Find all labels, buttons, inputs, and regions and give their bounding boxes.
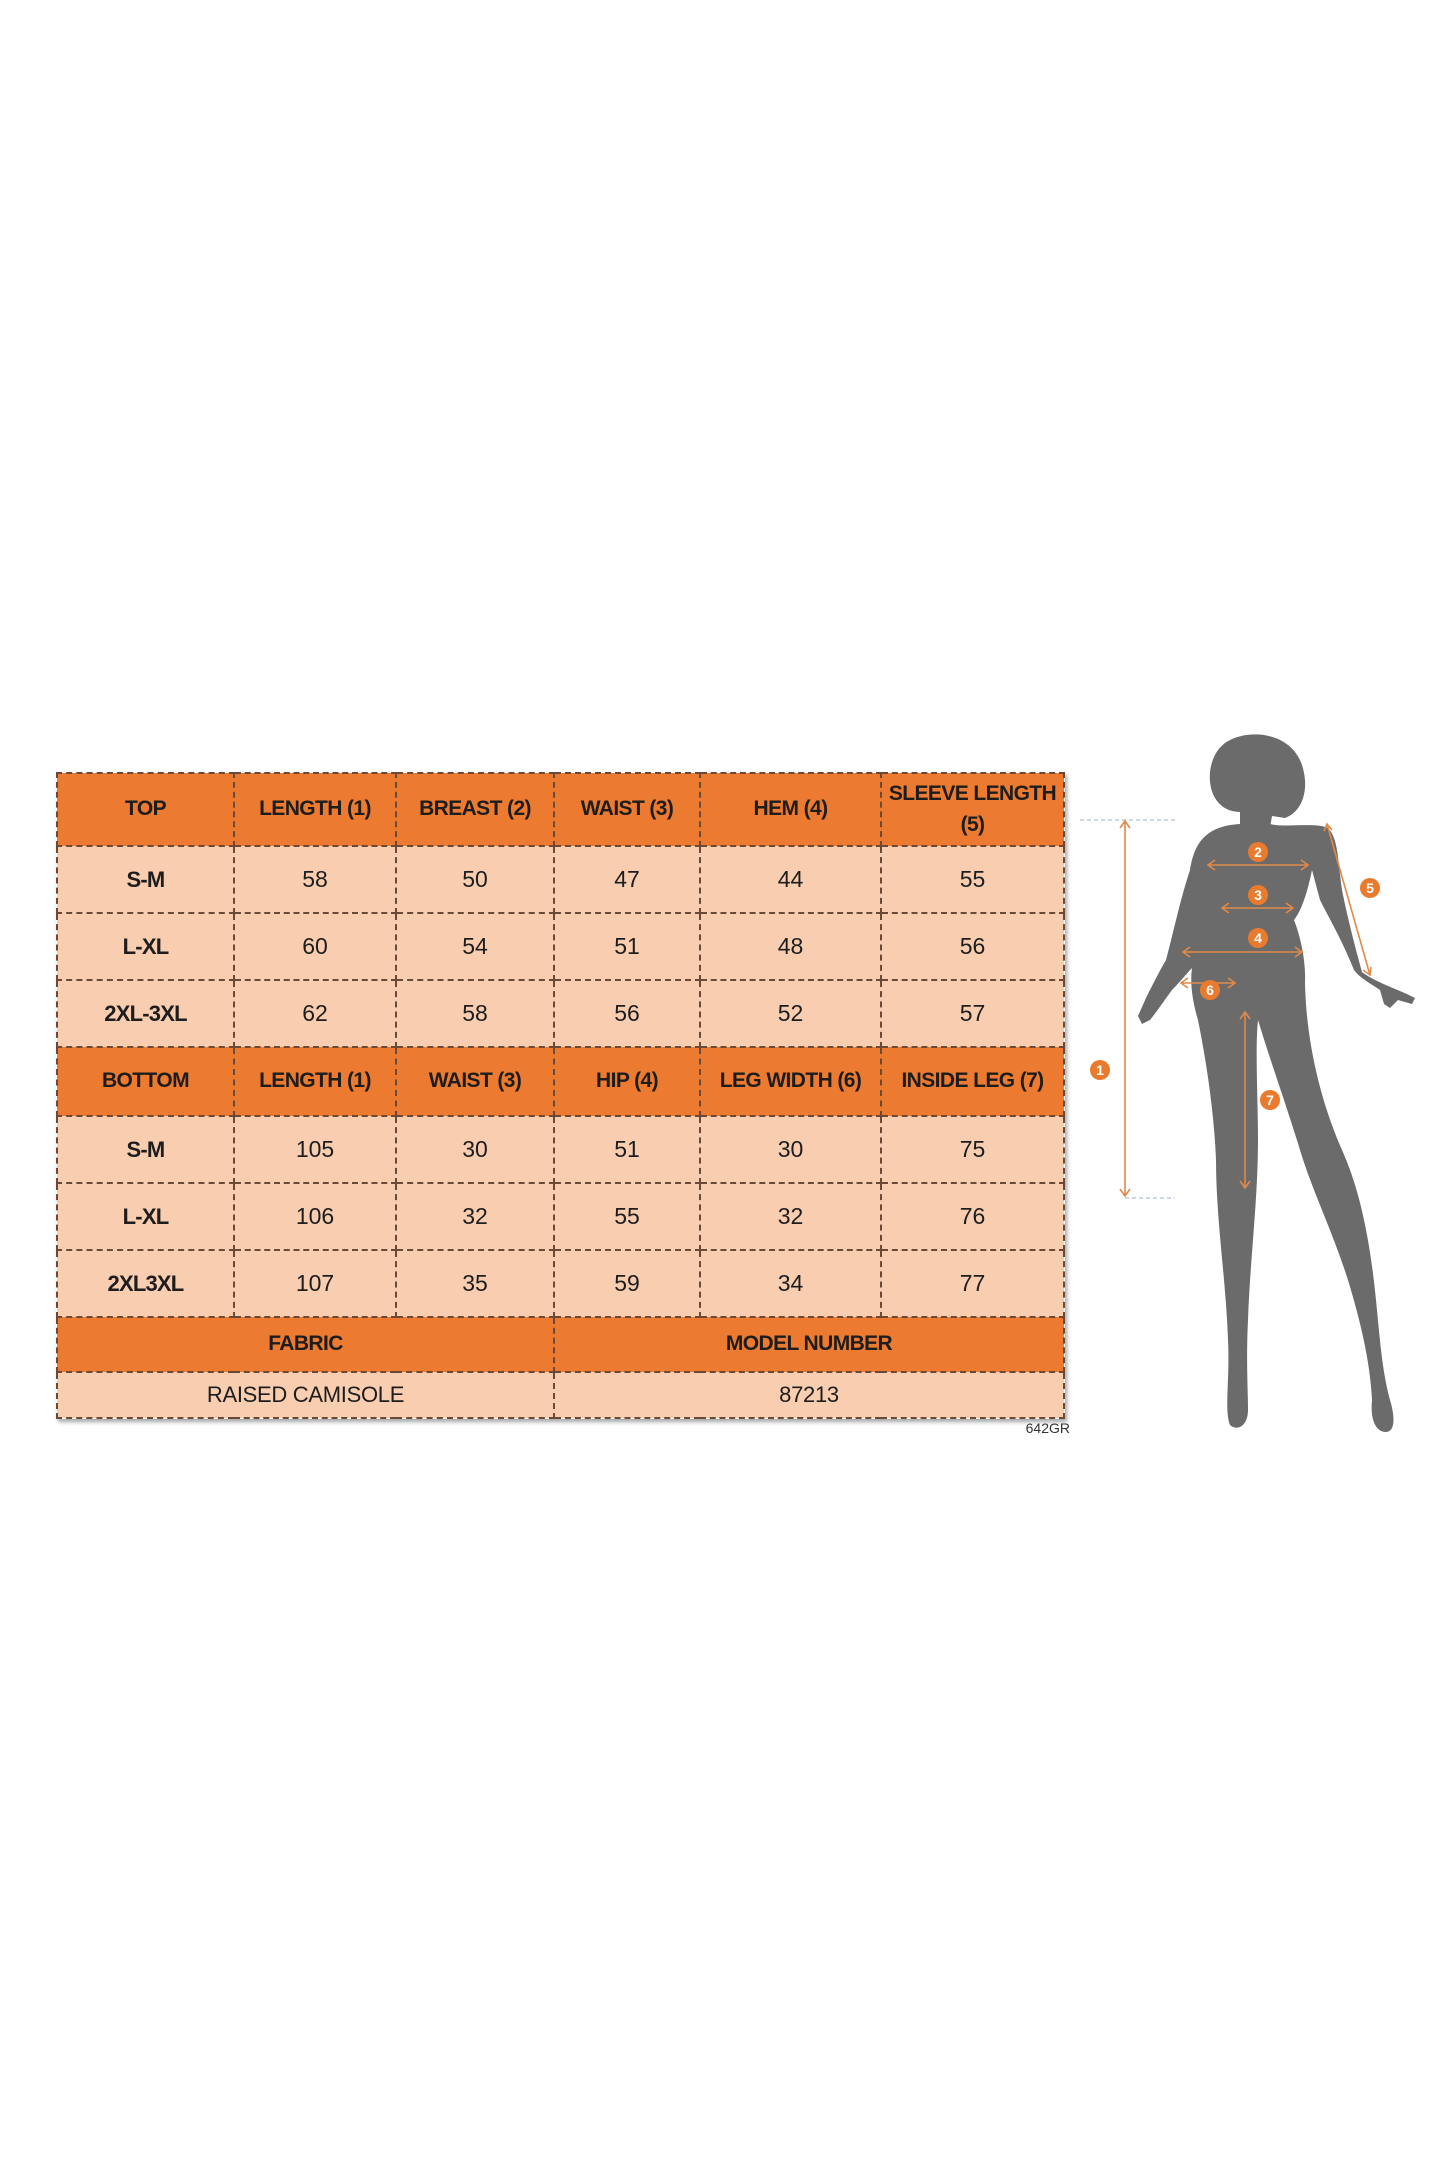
measurement-cell: 107 [233, 1249, 397, 1318]
bottom-column-header: LENGTH (1) [233, 1046, 397, 1117]
size-label: 2XL-3XL [56, 979, 235, 1048]
marker-number: 4 [1254, 930, 1262, 946]
model-number-value: 87213 [553, 1371, 1065, 1419]
measurement-cell: 56 [880, 912, 1065, 981]
bottom-column-header: INSIDE LEG (7) [880, 1046, 1065, 1117]
size-label: S-M [56, 845, 235, 914]
bottom-size-row: 2XL3XL 107 35 59 34 77 [56, 1249, 1065, 1318]
measurement-cell: 30 [395, 1115, 555, 1184]
top-column-header: WAIST (3) [553, 772, 701, 847]
marker-circle [1248, 885, 1268, 905]
measurement-cell: 44 [699, 845, 882, 914]
info-header-row: FABRIC MODEL NUMBER [56, 1316, 1065, 1373]
marker-circle [1248, 842, 1268, 862]
fabric-value: RAISED CAMISOLE [56, 1371, 555, 1419]
bottom-column-header: HIP (4) [553, 1046, 701, 1117]
measurement-cell: 57 [880, 979, 1065, 1048]
marker-number: 6 [1206, 982, 1214, 998]
arrow-hem-hip [1181, 946, 1304, 958]
marker-5: 5 [1360, 878, 1380, 898]
top-column-header: BREAST (2) [395, 772, 555, 847]
measurement-cell: 58 [233, 845, 397, 914]
arrow-length [1119, 819, 1131, 1198]
measurement-cell: 50 [395, 845, 555, 914]
marker-7: 7 [1260, 1090, 1280, 1110]
marker-circle [1090, 1060, 1110, 1080]
size-label: S-M [56, 1115, 235, 1184]
body [1138, 824, 1415, 1432]
measurement-cell: 105 [233, 1115, 397, 1184]
arrow-inside-leg [1239, 1010, 1251, 1190]
measurement-cell: 75 [880, 1115, 1065, 1184]
model-number-header: MODEL NUMBER [553, 1316, 1065, 1373]
measurement-cell: 52 [699, 979, 882, 1048]
marker-number: 7 [1266, 1092, 1274, 1108]
fabric-header: FABRIC [56, 1316, 555, 1373]
measurement-cell: 48 [699, 912, 882, 981]
product-code: 642GR [1025, 1420, 1070, 1436]
measurement-cell: 32 [699, 1182, 882, 1251]
measurement-guides [1080, 819, 1372, 1199]
measurement-cell: 106 [233, 1182, 397, 1251]
measurement-cell: 62 [233, 979, 397, 1048]
measurement-cell: 55 [553, 1182, 701, 1251]
marker-3: 3 [1248, 885, 1268, 905]
marker-number: 2 [1254, 844, 1262, 860]
marker-circle [1260, 1090, 1280, 1110]
arrow-waist [1220, 902, 1295, 914]
bottom-column-header: WAIST (3) [395, 1046, 555, 1117]
silhouette [1138, 734, 1415, 1432]
measurement-cell: 60 [233, 912, 397, 981]
marker-4: 4 [1248, 928, 1268, 948]
size-chart-table: TOP LENGTH (1) BREAST (2) WAIST (3) HEM (4) S… [56, 772, 1065, 1419]
top-size-row: 2XL-3XL 62 58 56 52 57 [56, 979, 1065, 1048]
top-column-header: SLEEVE LENGTH (5) [880, 772, 1065, 847]
measurement-cell: 51 [553, 912, 701, 981]
measurement-cell: 32 [395, 1182, 555, 1251]
hair-head [1209, 734, 1306, 828]
measurement-cell: 47 [553, 845, 701, 914]
measurement-cell: 54 [395, 912, 555, 981]
top-column-header: LENGTH (1) [233, 772, 397, 847]
bottom-size-row: S-M 105 30 51 30 75 [56, 1115, 1065, 1184]
size-label: L-XL [56, 912, 235, 981]
measurement-cell: 35 [395, 1249, 555, 1318]
measurement-cell: 76 [880, 1182, 1065, 1251]
measurement-cell: 30 [699, 1115, 882, 1184]
marker-number: 1 [1096, 1062, 1104, 1078]
info-value-row: RAISED CAMISOLE 87213 [56, 1371, 1065, 1419]
size-chart-body: TOP LENGTH (1) BREAST (2) WAIST (3) HEM (4) S… [56, 772, 1065, 1419]
marker-circle [1248, 928, 1268, 948]
measurement-markers: 1 2 3 4 5 6 7 [1090, 842, 1380, 1110]
arrow-breast [1206, 859, 1310, 871]
measurement-cell: 59 [553, 1249, 701, 1318]
arrow-sleeve [1323, 822, 1372, 977]
top-header-row: TOP LENGTH (1) BREAST (2) WAIST (3) HEM (4) S… [56, 772, 1065, 847]
measurement-cell: 56 [553, 979, 701, 1048]
size-label: 2XL3XL [56, 1249, 235, 1318]
marker-1: 1 [1090, 1060, 1110, 1080]
marker-number: 5 [1366, 880, 1374, 896]
marker-6: 6 [1200, 980, 1220, 1000]
measurement-cell: 34 [699, 1249, 882, 1318]
size-label: L-XL [56, 1182, 235, 1251]
top-column-header: HEM (4) [699, 772, 882, 847]
top-size-row: L-XL 60 54 51 48 56 [56, 912, 1065, 981]
measurement-cell: 55 [880, 845, 1065, 914]
measurement-cell: 58 [395, 979, 555, 1048]
marker-number: 3 [1254, 887, 1262, 903]
bottom-size-row: L-XL 106 32 55 32 76 [56, 1182, 1065, 1251]
top-column-header: TOP [56, 772, 235, 847]
marker-circle [1360, 878, 1380, 898]
top-size-row: S-M 58 50 47 44 55 [56, 845, 1065, 914]
bottom-header-row: BOTTOM LENGTH (1) WAIST (3) HIP (4) LEG WIDT… [56, 1046, 1065, 1117]
body-measurement-figure: 1 2 3 4 5 6 7 [1080, 734, 1415, 1432]
bottom-column-header: BOTTOM [56, 1046, 235, 1117]
marker-2: 2 [1248, 842, 1268, 862]
marker-circle [1200, 980, 1220, 1000]
bottom-column-header: LEG WIDTH (6) [699, 1046, 882, 1117]
measurement-cell: 51 [553, 1115, 701, 1184]
measurement-cell: 77 [880, 1249, 1065, 1318]
